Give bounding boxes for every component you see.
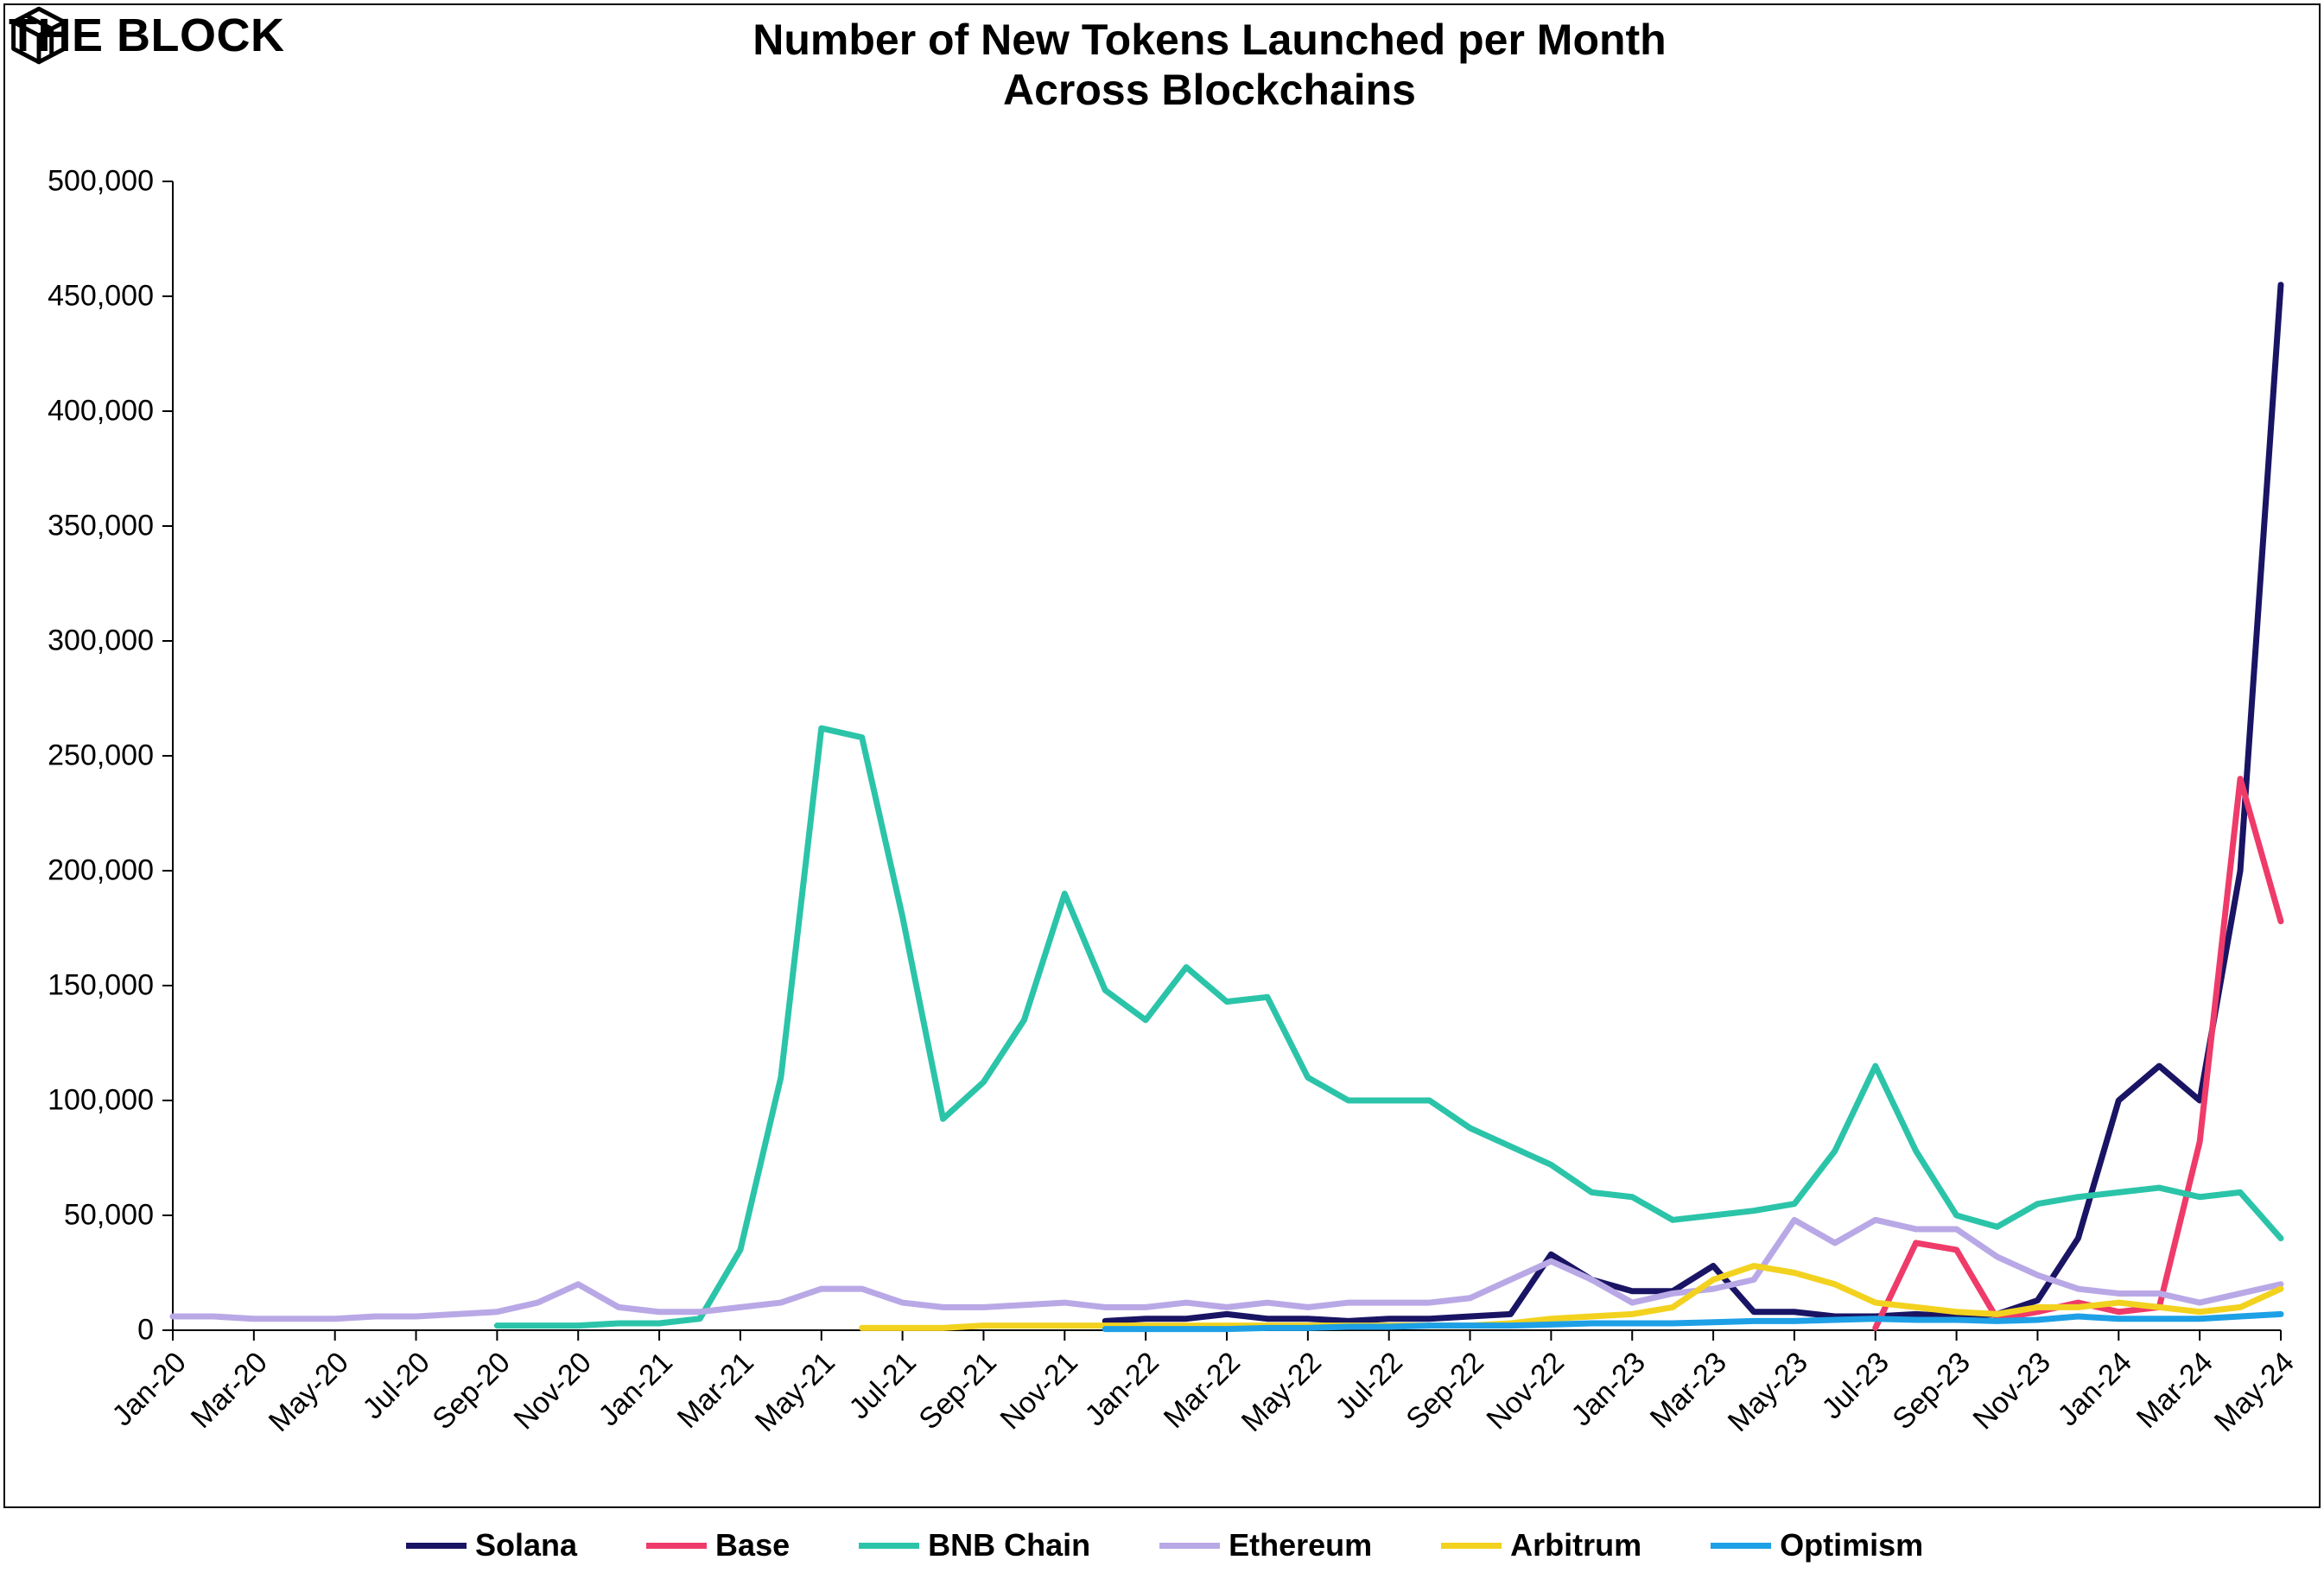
y-tick-label: 250,000 <box>0 739 154 773</box>
y-tick-label: 400,000 <box>0 395 154 428</box>
y-tick-label: 200,000 <box>0 854 154 888</box>
legend-swatch <box>1711 1543 1771 1549</box>
legend-label: Arbitrum <box>1510 1527 1641 1563</box>
legend-swatch <box>1441 1543 1502 1549</box>
legend-label: Ethereum <box>1229 1527 1372 1563</box>
y-tick-label: 350,000 <box>0 510 154 543</box>
legend-swatch <box>406 1543 467 1549</box>
legend-item-arbitrum: Arbitrum <box>1441 1527 1641 1563</box>
legend-label: BNB Chain <box>928 1527 1090 1563</box>
legend-label: Optimism <box>1780 1527 1923 1563</box>
legend-label: Solana <box>475 1527 577 1563</box>
legend-item-solana: Solana <box>406 1527 577 1563</box>
series-line-solana <box>1105 285 2281 1322</box>
chart-plot <box>0 0 2324 1579</box>
legend-label: Base <box>715 1527 790 1563</box>
y-tick-label: 450,000 <box>0 280 154 314</box>
series-line-base <box>1876 779 2281 1329</box>
legend-item-base: Base <box>646 1527 790 1563</box>
legend-swatch <box>646 1543 707 1549</box>
y-tick-label: 50,000 <box>0 1199 154 1233</box>
legend-item-optimism: Optimism <box>1711 1527 1923 1563</box>
series-line-bnb-chain <box>497 728 2281 1326</box>
legend-swatch <box>859 1543 919 1549</box>
y-tick-label: 0 <box>0 1314 154 1348</box>
y-tick-label: 500,000 <box>0 165 154 199</box>
y-tick-label: 100,000 <box>0 1084 154 1118</box>
chart-legend: Solana Base BNB Chain Ethereum Arbitrum Optim… <box>406 1527 1923 1563</box>
legend-item-bnb-chain: BNB Chain <box>859 1527 1090 1563</box>
legend-swatch <box>1159 1543 1220 1549</box>
y-tick-label: 300,000 <box>0 625 154 658</box>
y-tick-label: 150,000 <box>0 969 154 1003</box>
legend-item-ethereum: Ethereum <box>1159 1527 1372 1563</box>
